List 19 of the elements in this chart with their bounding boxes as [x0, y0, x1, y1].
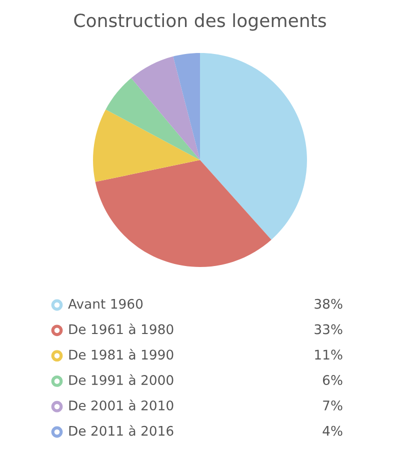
pie-slice: [106, 78, 200, 160]
pie-slice: [200, 53, 307, 240]
data-label: 7%: [323, 400, 342, 410]
data-label: 33%: [314, 324, 342, 334]
legend-label: De 1961 à 1980: [69, 323, 174, 334]
data-label: 4%: [322, 426, 342, 436]
pie-slice: [93, 109, 200, 182]
pie-slice: [173, 53, 200, 160]
legend-label: Avant 1960: [68, 298, 143, 309]
legend-label: De 1981 à 1990: [69, 348, 174, 360]
legend-label: De 2011 à 2016: [69, 425, 174, 436]
legend-label: De 1991 à 2000: [69, 374, 174, 386]
legend-label: De 2001 à 2010: [69, 400, 174, 410]
data-label: 6%: [322, 375, 342, 386]
pie-slice: [131, 56, 200, 160]
pie-slice: [95, 160, 272, 267]
data-label: 38%: [314, 298, 342, 309]
data-label: 11%: [315, 350, 342, 360]
chart-title: Construction des logements: [74, 13, 326, 31]
